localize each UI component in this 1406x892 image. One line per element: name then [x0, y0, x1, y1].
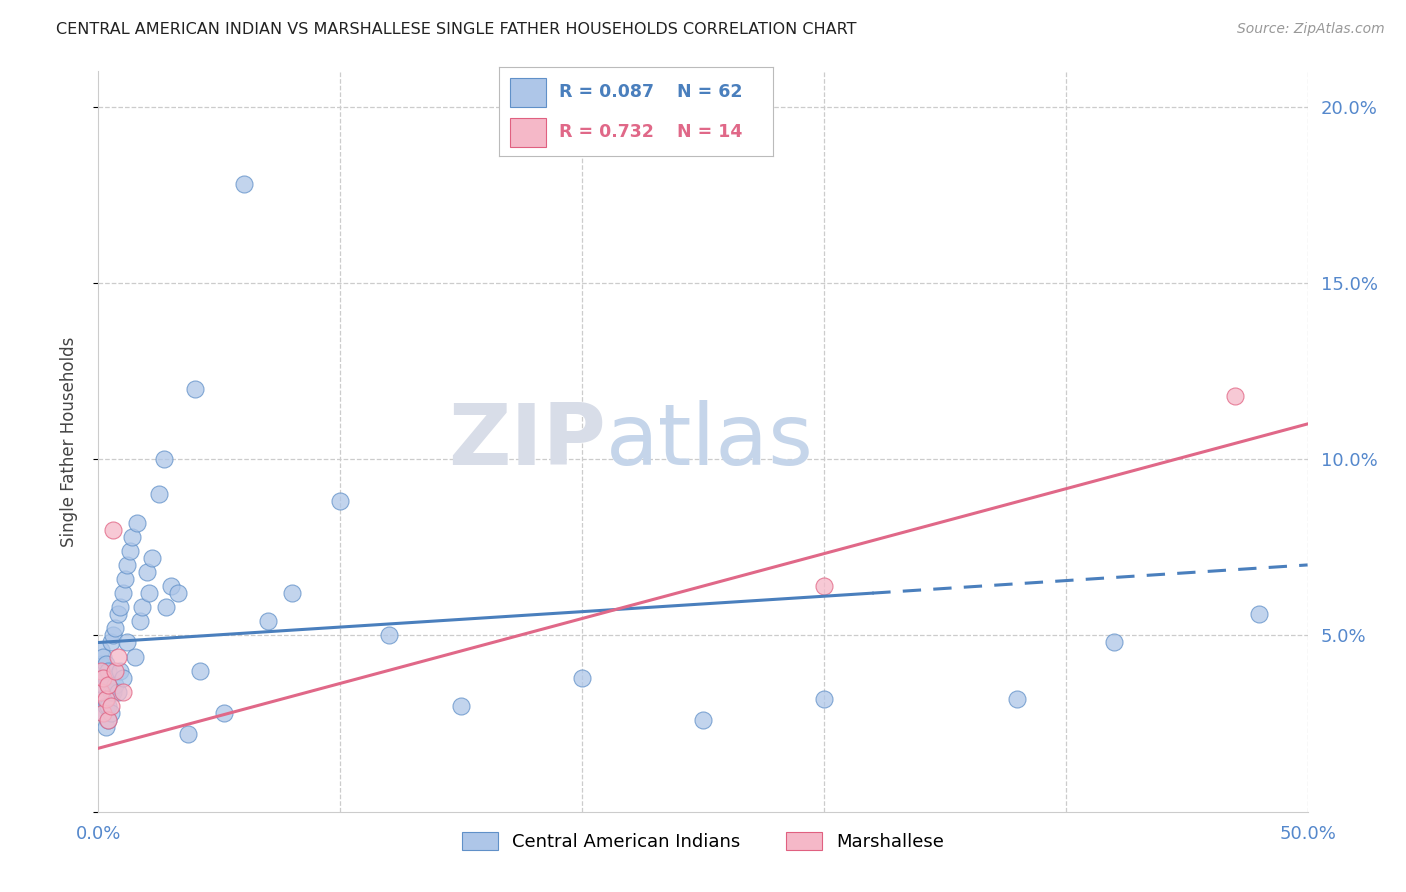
Point [107, 649, 129, 664]
FancyBboxPatch shape [510, 78, 546, 107]
Text: N = 62: N = 62 [678, 83, 742, 101]
FancyBboxPatch shape [510, 118, 546, 147]
Point [97, 698, 120, 713]
Point [90, 692, 112, 706]
Point [124, 649, 146, 664]
Point [101, 628, 124, 642]
Point [212, 706, 235, 720]
Point [97, 678, 120, 692]
Point [111, 671, 134, 685]
Point [111, 685, 134, 699]
Point [131, 600, 153, 615]
Point [571, 671, 593, 685]
Point [813, 692, 835, 706]
Point [104, 678, 127, 692]
Point [1102, 635, 1125, 649]
Point [1249, 607, 1271, 622]
Point [90, 671, 112, 685]
Point [329, 494, 352, 508]
Point [91, 671, 114, 685]
Point [91, 678, 114, 692]
Point [135, 565, 157, 579]
Point [104, 664, 127, 678]
Point [107, 607, 129, 622]
Point [100, 698, 122, 713]
Point [90, 657, 112, 671]
Text: ZIP: ZIP [449, 400, 606, 483]
Point [100, 635, 122, 649]
Point [177, 727, 200, 741]
Point [101, 685, 124, 699]
Point [121, 530, 143, 544]
Point [127, 516, 149, 530]
Point [1223, 389, 1246, 403]
Point [101, 523, 124, 537]
Point [128, 615, 150, 629]
Point [94, 657, 117, 671]
Point [97, 713, 120, 727]
Point [108, 600, 131, 615]
Point [94, 692, 117, 706]
Point [232, 177, 254, 191]
Point [114, 572, 136, 586]
Point [104, 621, 127, 635]
Point [117, 558, 139, 572]
Point [91, 649, 114, 664]
Point [90, 685, 112, 699]
Text: Source: ZipAtlas.com: Source: ZipAtlas.com [1237, 22, 1385, 37]
Point [94, 698, 117, 713]
Legend: Central American Indians, Marshallese: Central American Indians, Marshallese [454, 824, 952, 858]
Point [94, 720, 117, 734]
Text: R = 0.087: R = 0.087 [560, 83, 654, 101]
Point [813, 579, 835, 593]
Point [692, 713, 714, 727]
Text: R = 0.732: R = 0.732 [560, 123, 654, 141]
Point [118, 544, 141, 558]
Point [97, 678, 120, 692]
Point [141, 550, 163, 565]
Point [97, 664, 120, 678]
Point [90, 642, 112, 657]
Text: N = 14: N = 14 [678, 123, 742, 141]
Point [152, 452, 174, 467]
Point [188, 664, 211, 678]
Text: atlas: atlas [606, 400, 814, 483]
Point [160, 579, 183, 593]
Point [94, 671, 117, 685]
Point [256, 615, 278, 629]
Point [100, 706, 122, 720]
Y-axis label: Single Father Households: Single Father Households [59, 336, 77, 547]
Point [91, 706, 114, 720]
Point [148, 487, 170, 501]
Point [281, 586, 304, 600]
Point [97, 713, 120, 727]
Point [91, 671, 114, 685]
Text: CENTRAL AMERICAN INDIAN VS MARSHALLESE SINGLE FATHER HOUSEHOLDS CORRELATION CHAR: CENTRAL AMERICAN INDIAN VS MARSHALLESE S… [56, 22, 856, 37]
Point [111, 586, 134, 600]
Point [90, 664, 112, 678]
Point [91, 706, 114, 720]
Point [138, 586, 160, 600]
Point [184, 382, 207, 396]
Point [100, 685, 122, 699]
Point [1007, 692, 1029, 706]
Point [117, 635, 139, 649]
Point [155, 600, 177, 615]
Point [450, 698, 472, 713]
Point [167, 586, 190, 600]
Point [377, 628, 399, 642]
Point [107, 685, 129, 699]
Point [108, 664, 131, 678]
